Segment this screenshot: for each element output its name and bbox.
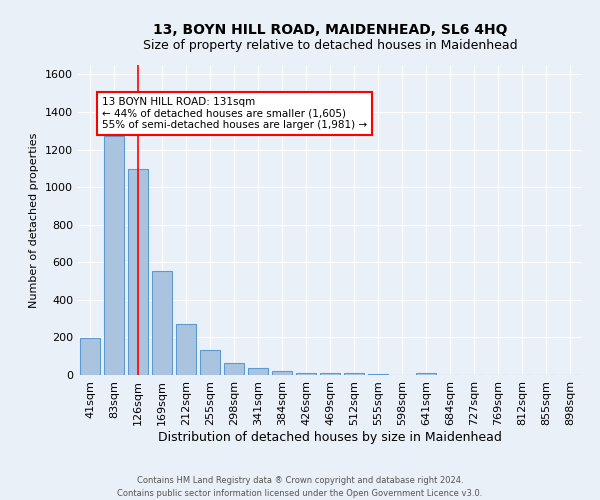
Bar [344,374,364,375]
Text: Contains HM Land Registry data ® Crown copyright and database right 2024.
Contai: Contains HM Land Registry data ® Crown c… [118,476,482,498]
Bar [224,364,244,375]
Bar [296,372,316,375]
Bar [416,372,436,375]
Bar [176,324,196,375]
Text: 13, BOYN HILL ROAD, MAIDENHEAD, SL6 4HQ: 13, BOYN HILL ROAD, MAIDENHEAD, SL6 4HQ [153,22,507,36]
Bar [272,371,292,375]
Text: 13 BOYN HILL ROAD: 131sqm
← 44% of detached houses are smaller (1,605)
55% of se: 13 BOYN HILL ROAD: 131sqm ← 44% of detac… [102,97,367,130]
Text: Size of property relative to detached houses in Maidenhead: Size of property relative to detached ho… [143,39,517,52]
Bar [248,368,268,375]
Bar [200,350,220,375]
Bar [368,374,388,375]
Bar [320,373,340,375]
Bar [128,170,148,375]
Bar [152,272,172,375]
X-axis label: Distribution of detached houses by size in Maidenhead: Distribution of detached houses by size … [158,430,502,444]
Bar [104,136,124,375]
Bar [80,338,100,375]
Y-axis label: Number of detached properties: Number of detached properties [29,132,40,308]
